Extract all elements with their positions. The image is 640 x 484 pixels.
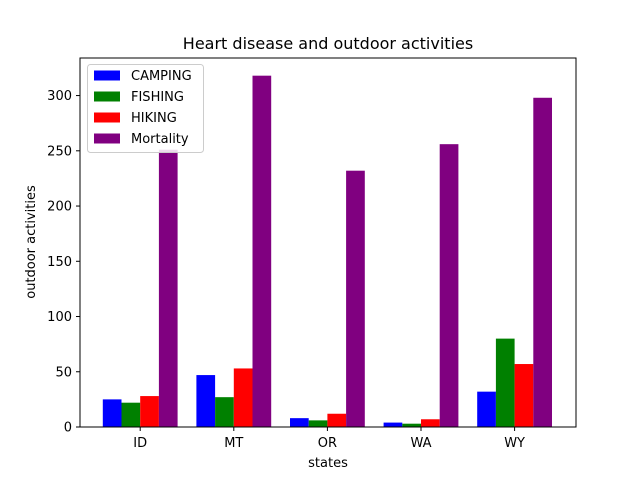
bar-mortality-mt — [252, 75, 272, 428]
legend-label-fishing: FISHING — [131, 90, 184, 105]
bar-hiking-id — [140, 396, 159, 427]
legend-swatch-mortality — [94, 133, 120, 144]
bar-mortality-id — [158, 149, 178, 427]
bar-camping-wy — [477, 391, 496, 427]
legend-swatch-camping — [94, 70, 120, 81]
x-axis-label: states — [308, 456, 348, 471]
legend-label-hiking: HIKING — [131, 111, 177, 126]
y-tick-label: 250 — [47, 144, 72, 159]
legend: CAMPING FISHING HIKING Mortality — [87, 64, 204, 153]
legend-swatch-fishing — [94, 91, 120, 102]
legend-label-camping: CAMPING — [131, 69, 192, 84]
bar-fishing-id — [121, 402, 141, 427]
bar-camping-wa — [383, 422, 403, 427]
y-tick-label: 0 — [64, 421, 72, 436]
y-tick-label: 100 — [47, 310, 72, 325]
bars-group — [102, 75, 552, 428]
bar-hiking-or — [327, 413, 347, 427]
x-tick-label: OR — [318, 436, 337, 451]
bar-fishing-mt — [215, 397, 234, 427]
bar-hiking-wy — [514, 364, 534, 427]
bar-hiking-wa — [421, 419, 440, 427]
x-tick-label: MT — [224, 436, 243, 451]
legend-label-mortality: Mortality — [131, 132, 189, 147]
bar-mortality-or — [346, 170, 365, 427]
bar-hiking-mt — [233, 368, 253, 427]
bar-mortality-wy — [533, 97, 552, 428]
y-axis-ticks: 0 50 100 150 200 250 300 — [47, 89, 80, 436]
bar-camping-or — [290, 418, 309, 427]
chart-title: Heart disease and outdoor activities — [183, 34, 473, 53]
legend-swatch-hiking — [94, 112, 120, 123]
legend-box — [87, 64, 204, 153]
y-tick-label: 150 — [47, 255, 72, 270]
bar-fishing-wa — [402, 423, 421, 427]
y-tick-label: 200 — [47, 200, 72, 215]
x-tick-label: ID — [133, 436, 147, 451]
x-axis-ticks: ID MT OR WA WY — [133, 427, 525, 451]
y-tick-label: 50 — [55, 365, 72, 380]
bar-camping-id — [102, 399, 122, 427]
plot-area-frame — [79, 57, 577, 428]
y-axis-label: outdoor activities — [24, 185, 39, 299]
bar-fishing-wy — [495, 338, 515, 427]
x-tick-label: WA — [410, 436, 431, 451]
bar-fishing-or — [308, 420, 328, 427]
x-tick-label: WY — [504, 436, 525, 451]
y-tick-label: 300 — [47, 89, 72, 104]
bar-camping-mt — [196, 375, 216, 427]
bar-mortality-wa — [439, 144, 459, 428]
